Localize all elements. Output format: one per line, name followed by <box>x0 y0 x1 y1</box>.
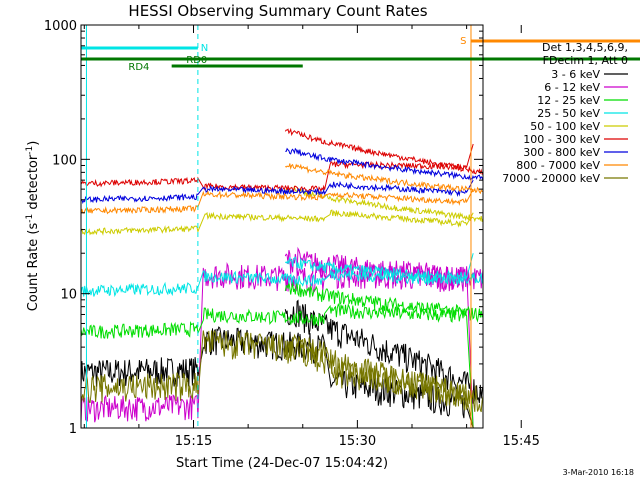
s-flag-label: S <box>460 36 466 47</box>
rd0-flag-label: RD0 <box>186 55 207 66</box>
series-line-pre-3 <box>80 253 474 298</box>
render-timestamp: 3-Mar-2010 16:18 <box>563 468 634 477</box>
legend-label: 100 - 300 keV <box>523 133 600 146</box>
series-line-post-8 <box>284 336 484 413</box>
x-tick-label: 15:30 <box>339 434 376 449</box>
y-tick-label: 100 <box>52 153 77 168</box>
series-line-post-5 <box>284 127 484 176</box>
y-label-exp2: -1 <box>25 146 35 155</box>
legend-label: 800 - 7000 keV <box>516 159 600 172</box>
series-line-pre-8 <box>80 329 474 429</box>
series-line-pre-7 <box>80 188 474 215</box>
series-line-pre-4 <box>80 209 474 236</box>
series-line-pre-6 <box>80 179 474 204</box>
series-line-post-2 <box>284 281 484 323</box>
rd4-flag-label: RD4 <box>128 62 149 73</box>
n-flag-label: N <box>201 43 208 54</box>
legend: Det 1,3,4,5,6,9, FDecim 1, Att 0 3 - 6 k… <box>502 41 628 185</box>
y-tick-label: 10 <box>60 288 77 303</box>
legend-header-2: FDecim 1, Att 0 <box>543 54 628 67</box>
legend-label: 300 - 800 keV <box>523 146 600 159</box>
y-tick-label: 1000 <box>44 19 77 34</box>
y-label-exp1: -1 <box>25 214 35 223</box>
x-tick-label: 15:15 <box>175 434 212 449</box>
series-line-pre-0 <box>80 326 474 429</box>
y-label-end: ) <box>26 141 41 146</box>
y-tick-label: 1 <box>69 422 77 437</box>
series-line-post-0 <box>284 299 484 404</box>
series-line-post-6 <box>285 147 484 182</box>
legend-label: 12 - 25 keV <box>537 94 600 107</box>
legend-label: 25 - 50 keV <box>537 107 600 120</box>
x-axis-label: Start Time (24-Dec-07 15:04:42) <box>176 456 388 471</box>
legend-label: 50 - 100 keV <box>530 120 600 133</box>
legend-label: 7000 - 20000 keV <box>502 172 600 185</box>
y-label-mid: detector <box>26 154 41 214</box>
series-line-post-4 <box>284 185 484 223</box>
series-line-pre-2 <box>80 303 474 429</box>
x-tick-label: 15:45 <box>502 434 539 449</box>
chart-title: HESSI Observing Summary Count Rates <box>128 2 427 20</box>
y-axis-label: Count Rate (s-1 detector-1) <box>25 141 41 312</box>
legend-label: 6 - 12 keV <box>544 81 600 94</box>
plot-frame <box>80 24 484 429</box>
y-label-main: Count Rate (s <box>26 223 41 312</box>
legend-header-1: Det 1,3,4,5,6,9, <box>542 41 628 54</box>
legend-label: 3 - 6 keV <box>551 68 600 81</box>
series-line-post-7 <box>284 163 484 195</box>
series-line-post-3 <box>284 256 484 284</box>
series-line-pre-5 <box>80 143 474 194</box>
